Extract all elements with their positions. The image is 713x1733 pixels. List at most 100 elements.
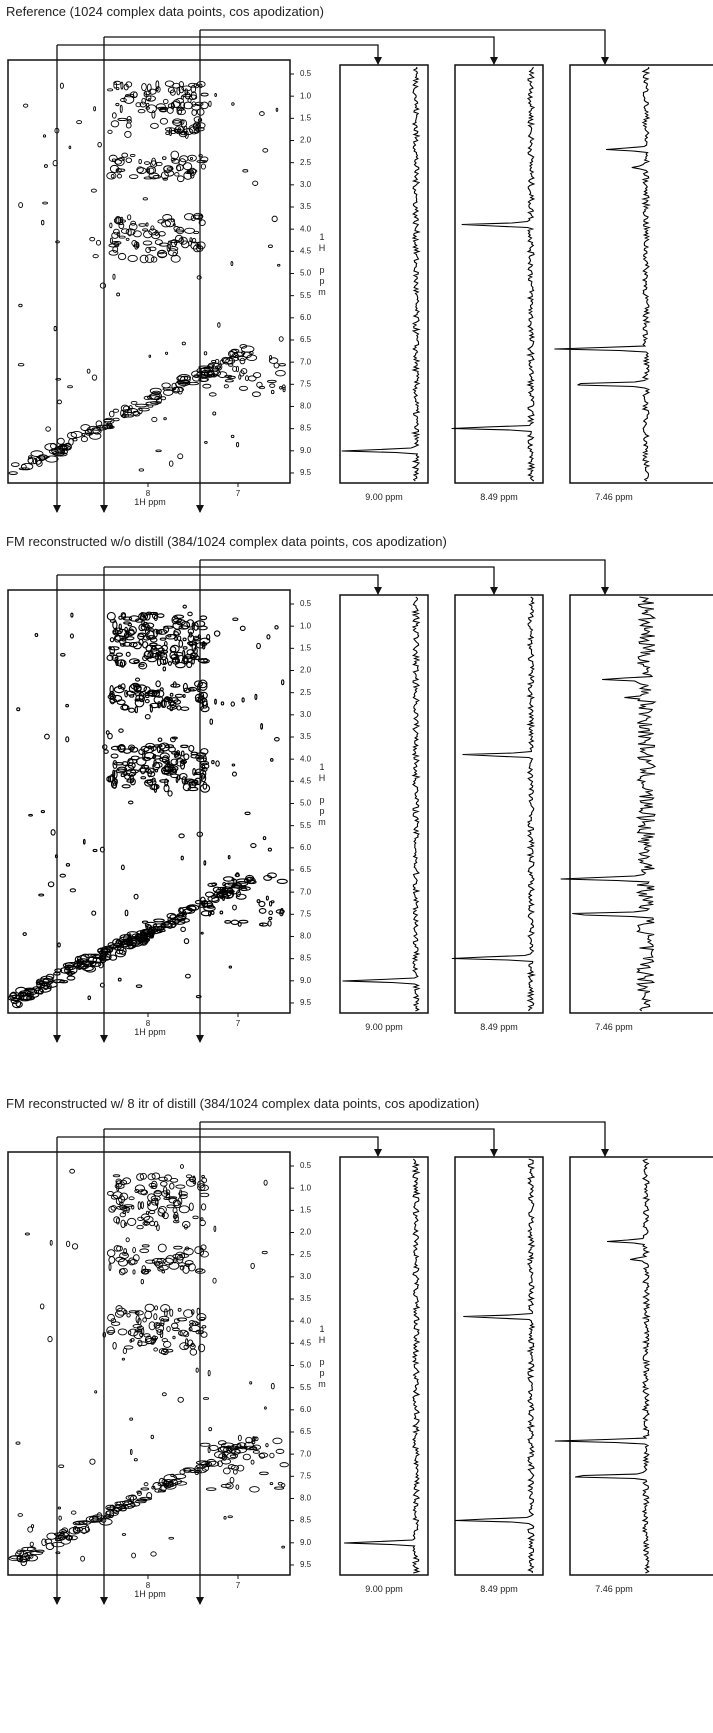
contour <box>86 368 91 374</box>
contour <box>115 658 119 667</box>
contour <box>117 745 126 753</box>
contour <box>103 418 113 423</box>
contour <box>124 689 129 698</box>
contour <box>135 938 149 945</box>
contour <box>113 1216 121 1224</box>
contour <box>36 978 50 985</box>
contour <box>141 97 146 105</box>
contour <box>125 632 129 639</box>
contour <box>274 625 279 630</box>
contour <box>91 961 102 967</box>
slice-trace <box>554 66 651 482</box>
y-tick-label: 1.5 <box>300 643 312 652</box>
contour <box>172 658 180 663</box>
contour <box>144 713 151 720</box>
contour <box>258 386 266 390</box>
contour <box>153 1337 158 1341</box>
contour <box>188 94 198 101</box>
slice-label: 8.49 ppm <box>480 1022 518 1032</box>
contour <box>202 1397 210 1400</box>
contour <box>153 783 158 793</box>
contour <box>150 628 154 632</box>
contour <box>180 706 190 711</box>
contour <box>175 662 186 669</box>
contour <box>152 175 161 179</box>
contour <box>143 161 151 165</box>
contour <box>146 1492 153 1500</box>
contour <box>144 1221 148 1225</box>
contour <box>145 222 149 227</box>
contour <box>206 1461 211 1468</box>
contour <box>201 766 208 772</box>
contour <box>140 1201 144 1210</box>
contour <box>130 746 139 753</box>
contour <box>176 914 185 918</box>
connector <box>57 44 382 65</box>
contour <box>192 1175 196 1185</box>
contour <box>136 757 147 766</box>
contour <box>178 833 185 839</box>
contour <box>179 1164 184 1169</box>
contour <box>188 82 198 88</box>
contour <box>45 426 51 432</box>
contour <box>37 988 44 995</box>
contour <box>144 254 155 263</box>
y-tick-label: 4.5 <box>300 776 312 785</box>
contour <box>167 923 173 929</box>
contour <box>200 92 209 97</box>
contour <box>185 973 191 979</box>
contour <box>233 878 237 885</box>
contour <box>164 80 175 87</box>
contour <box>138 407 150 412</box>
contour <box>163 1474 178 1482</box>
contour <box>223 384 229 389</box>
contour <box>229 1476 235 1484</box>
contour <box>148 1210 156 1215</box>
contour <box>162 1341 172 1348</box>
contour <box>188 1202 194 1211</box>
contour <box>150 1434 154 1440</box>
contour <box>252 1436 256 1442</box>
contour <box>189 1323 194 1327</box>
contour <box>54 968 63 973</box>
contour <box>116 949 124 955</box>
slice-frame <box>339 594 429 1014</box>
contour <box>177 108 186 116</box>
contour <box>120 404 130 413</box>
contour <box>187 786 199 792</box>
contour <box>115 102 120 107</box>
contour <box>68 1535 78 1541</box>
contour <box>172 223 176 227</box>
contour <box>59 1528 67 1534</box>
contour <box>155 103 166 110</box>
contour <box>91 374 98 381</box>
x-tick-label: 8 <box>146 1019 151 1028</box>
y-tick-label: 2.0 <box>300 136 312 145</box>
contour <box>123 1345 134 1350</box>
contour <box>250 1262 255 1270</box>
contour <box>109 652 115 657</box>
contour <box>186 381 200 386</box>
contour <box>146 395 161 400</box>
contour <box>43 164 48 168</box>
contour <box>82 838 86 845</box>
y-tick-label: 2.0 <box>300 1228 312 1237</box>
contour <box>124 130 132 138</box>
contour <box>167 765 179 772</box>
contour <box>161 755 170 764</box>
contour <box>51 447 66 455</box>
contour <box>139 101 147 108</box>
contour <box>99 282 107 289</box>
contour <box>127 254 138 263</box>
contour <box>175 226 185 235</box>
contour <box>117 940 128 945</box>
contour <box>113 634 121 643</box>
contour <box>175 1251 186 1261</box>
contour <box>10 462 20 467</box>
contour <box>143 395 152 401</box>
contour <box>128 642 138 648</box>
contour <box>74 1520 88 1525</box>
contour <box>212 411 217 416</box>
contour <box>245 1436 253 1444</box>
